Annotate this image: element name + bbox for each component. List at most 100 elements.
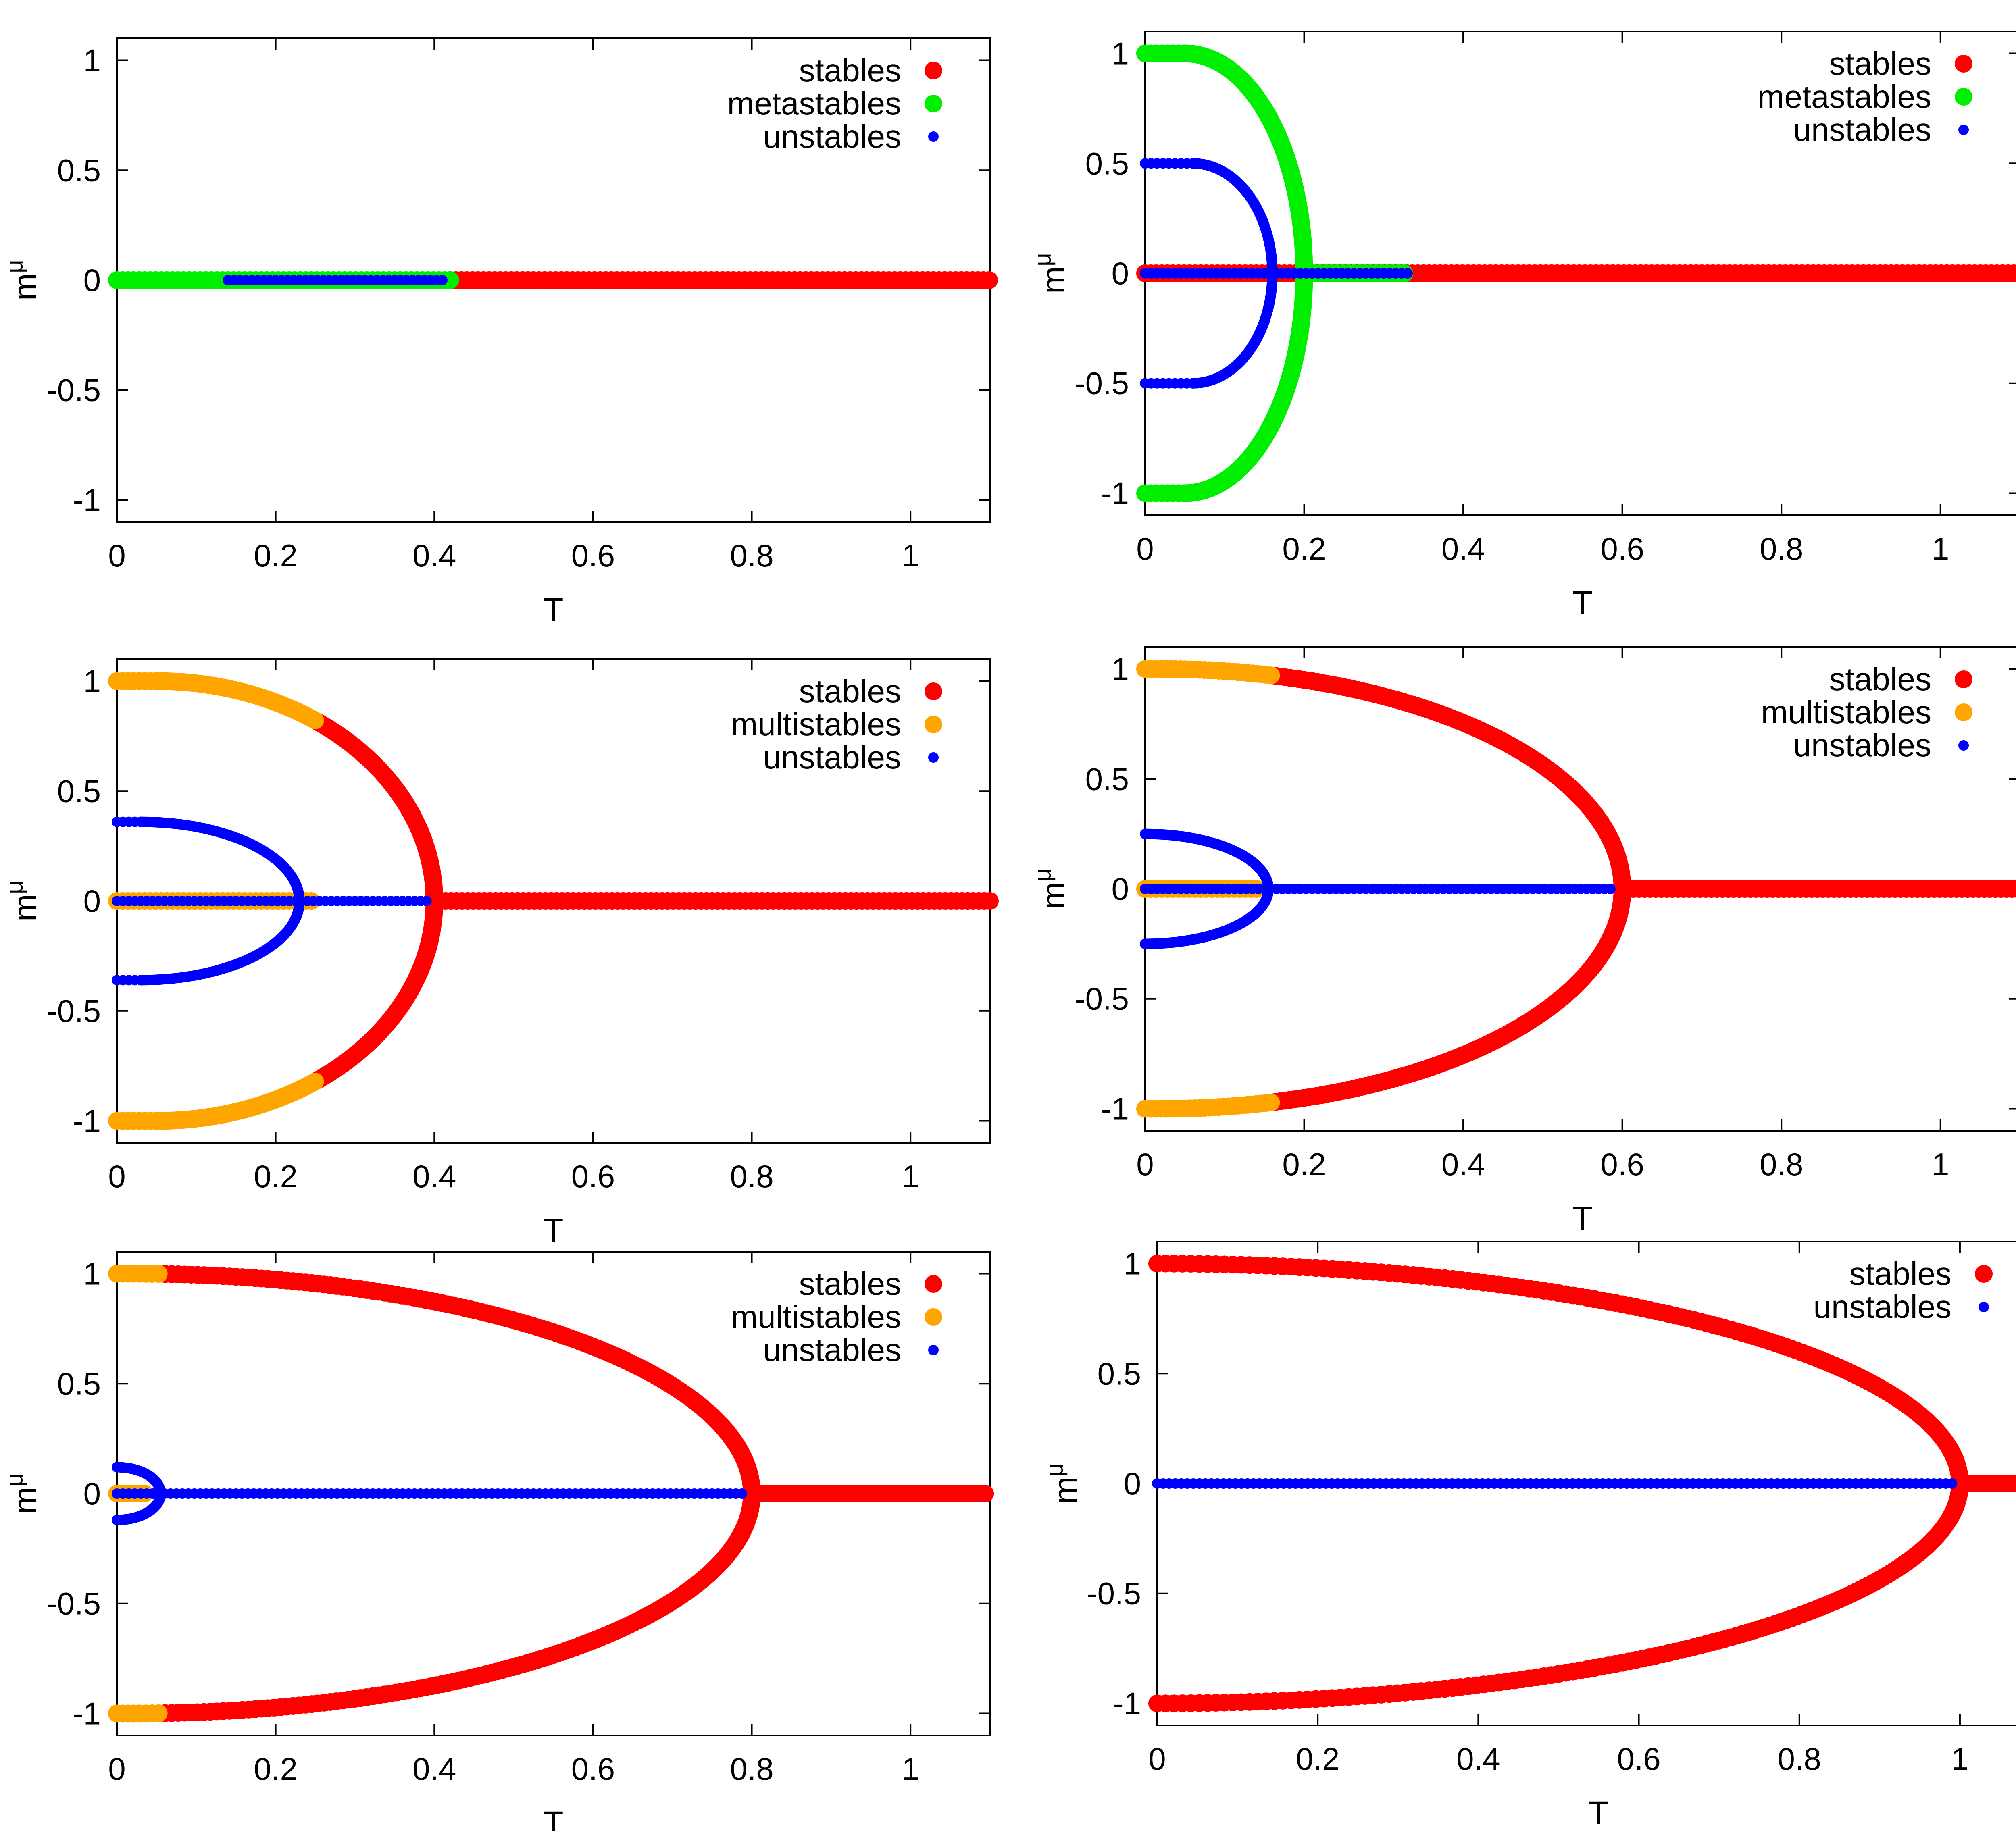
series-unstables	[1152, 1478, 1957, 1489]
data-points	[108, 672, 999, 1130]
x-tick-label: 0	[108, 1159, 125, 1194]
data-point	[135, 816, 146, 827]
data-point	[976, 1485, 994, 1502]
data-point	[135, 975, 146, 986]
y-axis-label: mμ	[2, 1473, 44, 1514]
data-point	[150, 1265, 168, 1283]
y-tick-label: 0	[83, 883, 101, 919]
legend-marker	[1955, 670, 1972, 688]
data-point	[1947, 1478, 1957, 1489]
data-point	[1175, 44, 1193, 62]
x-axis-label: T	[1572, 585, 1593, 621]
chart-panel-2: 0 0.2 0.4 0.6 0.8 1 -1 -0.5 0 0.5 1 Tmμ stablesmetas…	[1030, 31, 2016, 621]
series-unstables	[223, 275, 448, 285]
x-axis-label: T	[543, 1805, 563, 1831]
x-tick-label: 0.8	[1778, 1741, 1821, 1777]
x-tick-label: 0	[108, 538, 125, 573]
y-tick-label: 0.5	[1085, 146, 1129, 181]
data-point	[421, 896, 432, 906]
x-tick-label: 0.2	[254, 538, 297, 573]
y-tick-label: 0	[1112, 871, 1129, 907]
data-point	[306, 712, 324, 730]
legend-marker	[925, 95, 942, 112]
legend-label: stables	[1829, 661, 1931, 697]
x-tick-label: 0.2	[254, 1159, 297, 1194]
y-tick-label: 0.5	[1098, 1356, 1141, 1391]
x-tick-label: 0.6	[1617, 1741, 1660, 1777]
x-tick-label: 1	[1932, 531, 1949, 566]
x-tick-label: 0.2	[1296, 1741, 1339, 1777]
x-tick-label: 0	[1136, 1146, 1154, 1182]
legend-label: stables	[799, 673, 901, 709]
y-tick-label: 0.5	[1085, 761, 1129, 797]
data-point	[119, 1265, 137, 1283]
x-tick-label: 0.2	[1282, 1146, 1326, 1182]
data-point	[1147, 1100, 1165, 1118]
legend-label: multistables	[1761, 694, 1931, 730]
legend-marker	[925, 1308, 942, 1326]
y-tick-label: -1	[73, 1696, 101, 1731]
series-unstables	[112, 1462, 747, 1525]
legend-marker	[925, 1275, 942, 1293]
x-axis-label: T	[543, 1212, 563, 1249]
chart-panel-4: 0 0.2 0.4 0.6 0.8 1 -1 -0.5 0 0.5 1 Tmμ stablesmulti…	[1030, 646, 2016, 1237]
chart-panel-6: 0 0.2 0.4 0.6 0.8 1 -1 -0.5 0 0.5 1 Tmμ stablesunsta…	[1042, 1241, 2016, 1831]
data-point	[1175, 484, 1193, 502]
x-tick-label: 0.8	[1760, 531, 1803, 566]
data-points	[108, 1265, 994, 1723]
series-stables	[441, 271, 998, 289]
x-axis-label: T	[1572, 1200, 1593, 1237]
data-point	[1187, 378, 1198, 389]
series-stables	[1148, 1255, 2016, 1712]
legend-label: unstables	[763, 1332, 901, 1368]
x-tick-label: 0.4	[412, 1159, 456, 1194]
x-axis-label: T	[1589, 1795, 1609, 1831]
legend-label: stables	[1829, 46, 1931, 81]
data-point	[306, 1072, 324, 1090]
y-tick-label: -1	[73, 482, 101, 518]
y-tick-label: -0.5	[47, 1586, 101, 1621]
y-tick-label: -1	[1113, 1685, 1141, 1721]
y-tick-label: -1	[1101, 475, 1129, 511]
data-point	[980, 271, 998, 289]
series-unstables	[1140, 158, 1413, 389]
x-tick-label: 0.6	[571, 1159, 615, 1194]
y-tick-label: 0	[1124, 1466, 1141, 1501]
legend-marker	[1958, 125, 1969, 135]
x-tick-label: 0	[1148, 1741, 1166, 1777]
legend-label: multistables	[731, 706, 901, 742]
y-tick-label: 1	[1124, 1246, 1141, 1282]
y-tick-label: 1	[83, 43, 101, 78]
x-tick-label: 0.6	[1600, 531, 1644, 566]
legend-marker	[1979, 1302, 1989, 1312]
legend-label: stables	[799, 1266, 901, 1302]
legend-marker	[1955, 55, 1972, 73]
data-point	[2010, 265, 2016, 282]
legend-label: metastables	[1758, 79, 1931, 114]
data-point	[147, 1112, 165, 1130]
series-stables	[156, 1265, 994, 1722]
y-axis-label: mμ	[1030, 868, 1072, 909]
data-point	[1187, 158, 1198, 169]
y-axis-label: mμ	[1042, 1463, 1084, 1504]
data-point	[1402, 268, 1413, 279]
legend-label: multistables	[731, 1299, 901, 1335]
data-point	[2009, 880, 2016, 898]
x-tick-label: 0.8	[730, 538, 773, 573]
legend-marker	[1975, 1265, 1993, 1283]
data-point	[437, 275, 448, 285]
x-tick-label: 0.4	[1456, 1741, 1500, 1777]
y-tick-label: 0	[1112, 256, 1129, 291]
legend-label: unstables	[763, 119, 901, 154]
legend-label: stables	[799, 52, 901, 88]
data-points	[108, 271, 998, 289]
y-tick-label: 1	[1112, 36, 1129, 71]
x-tick-label: 0.2	[1282, 531, 1326, 566]
data-point	[1605, 884, 1616, 894]
legend-label: unstables	[1814, 1289, 1951, 1325]
data-point	[2013, 1477, 2016, 1490]
x-tick-label: 0.6	[1600, 1146, 1644, 1182]
